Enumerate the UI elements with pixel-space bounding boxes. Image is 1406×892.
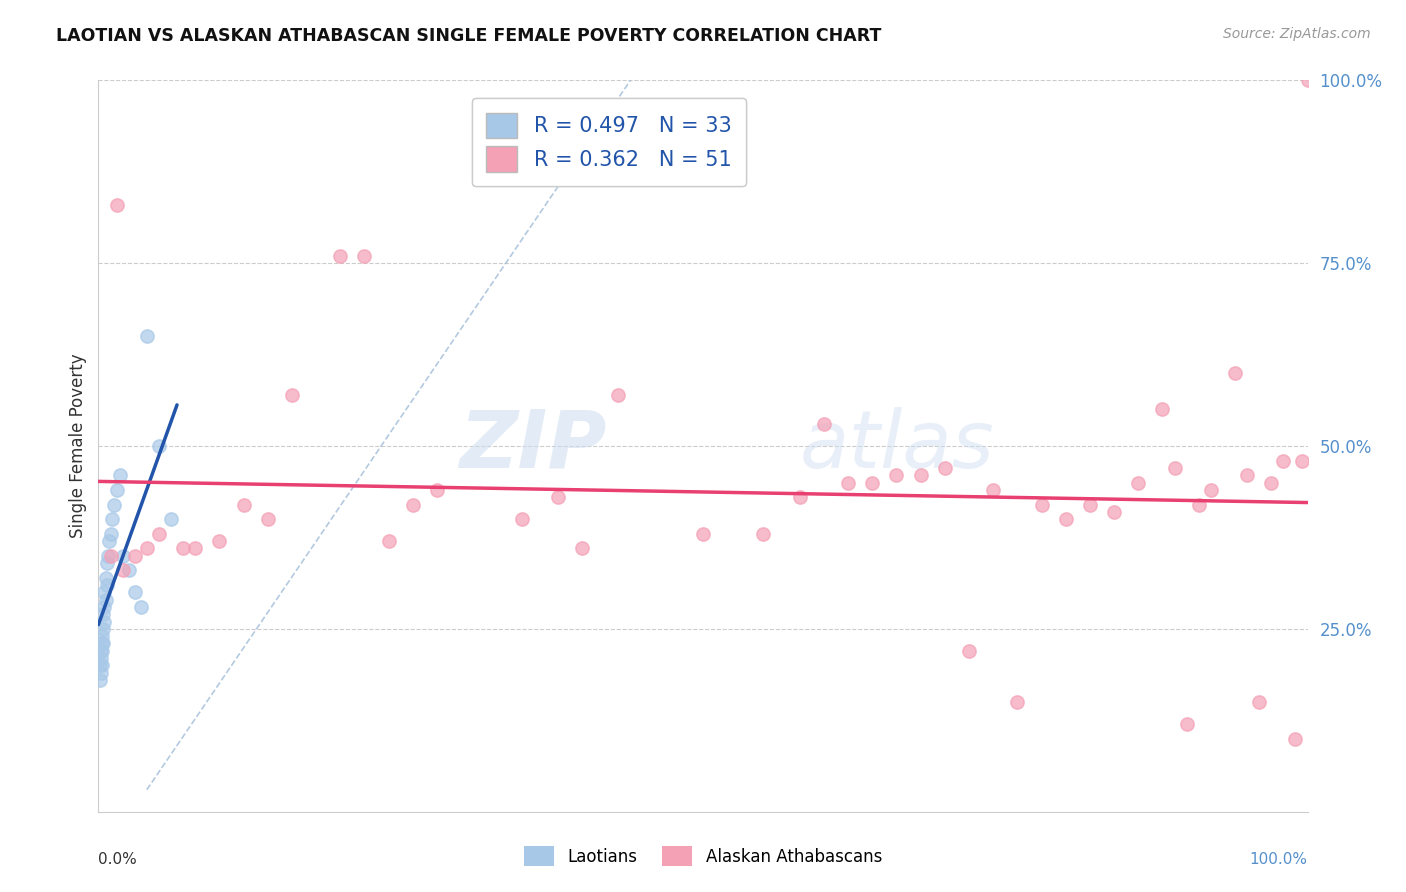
- Point: [1284, 731, 1306, 746]
- Point: [1152, 402, 1174, 417]
- Point: [402, 498, 425, 512]
- Point: [1128, 475, 1150, 490]
- Point: [93, 615, 115, 629]
- Point: [91, 629, 114, 643]
- Point: [108, 468, 131, 483]
- Point: [1236, 468, 1258, 483]
- Point: [1291, 453, 1313, 467]
- Point: [93, 599, 115, 614]
- Point: [281, 388, 304, 402]
- Point: [860, 475, 883, 490]
- Point: [607, 388, 630, 402]
- Point: [692, 526, 714, 541]
- Point: [426, 483, 449, 497]
- Y-axis label: Single Female Poverty: Single Female Poverty: [69, 354, 87, 538]
- Point: [100, 526, 122, 541]
- Point: [111, 549, 134, 563]
- Point: [1031, 498, 1053, 512]
- Point: [91, 622, 114, 636]
- Point: [571, 541, 593, 556]
- Point: [1188, 498, 1211, 512]
- Point: [886, 468, 908, 483]
- Legend: R = 0.497   N = 33, R = 0.362   N = 51: R = 0.497 N = 33, R = 0.362 N = 51: [471, 98, 747, 186]
- Point: [103, 498, 125, 512]
- Point: [1272, 453, 1295, 467]
- Point: [813, 417, 835, 431]
- Text: 0.0%: 0.0%: [98, 852, 138, 867]
- Point: [172, 541, 194, 556]
- Point: [91, 644, 114, 658]
- Point: [1175, 717, 1198, 731]
- Point: [256, 512, 278, 526]
- Text: 100.0%: 100.0%: [1250, 852, 1308, 867]
- Point: [1249, 695, 1271, 709]
- Point: [1163, 461, 1185, 475]
- Point: [135, 541, 157, 556]
- Point: [96, 578, 118, 592]
- Point: [89, 658, 111, 673]
- Point: [353, 249, 375, 263]
- Point: [377, 534, 399, 549]
- Point: [91, 636, 114, 650]
- Point: [135, 329, 157, 343]
- Point: [105, 197, 128, 211]
- Point: [1007, 695, 1029, 709]
- Point: [105, 483, 128, 497]
- Point: [124, 585, 146, 599]
- Text: atlas: atlas: [800, 407, 994, 485]
- Point: [94, 592, 117, 607]
- Point: [91, 658, 114, 673]
- Point: [94, 571, 117, 585]
- Point: [124, 549, 146, 563]
- Point: [90, 665, 112, 680]
- Text: Source: ZipAtlas.com: Source: ZipAtlas.com: [1223, 27, 1371, 41]
- Point: [934, 461, 956, 475]
- Text: ZIP: ZIP: [458, 407, 606, 485]
- Point: [1260, 475, 1282, 490]
- Point: [208, 534, 231, 549]
- Point: [90, 644, 112, 658]
- Point: [100, 512, 122, 526]
- Point: [837, 475, 859, 490]
- Point: [118, 563, 141, 577]
- Point: [148, 526, 170, 541]
- Point: [90, 651, 112, 665]
- Point: [111, 563, 134, 577]
- Point: [1054, 512, 1077, 526]
- Point: [232, 498, 254, 512]
- Legend: Laotians, Alaskan Athabascans: Laotians, Alaskan Athabascans: [516, 838, 890, 875]
- Point: [1102, 505, 1125, 519]
- Point: [510, 512, 533, 526]
- Point: [93, 585, 115, 599]
- Point: [129, 599, 152, 614]
- Point: [91, 607, 114, 622]
- Point: [100, 549, 122, 563]
- Point: [148, 439, 170, 453]
- Point: [91, 636, 114, 650]
- Point: [97, 549, 120, 563]
- Point: [547, 490, 569, 504]
- Point: [957, 644, 980, 658]
- Point: [96, 556, 118, 570]
- Point: [789, 490, 811, 504]
- Point: [1199, 483, 1222, 497]
- Point: [752, 526, 775, 541]
- Point: [1223, 366, 1246, 380]
- Point: [329, 249, 352, 263]
- Text: LAOTIAN VS ALASKAN ATHABASCAN SINGLE FEMALE POVERTY CORRELATION CHART: LAOTIAN VS ALASKAN ATHABASCAN SINGLE FEM…: [56, 27, 882, 45]
- Point: [89, 673, 111, 687]
- Point: [1296, 73, 1319, 87]
- Point: [1078, 498, 1101, 512]
- Point: [981, 483, 1004, 497]
- Point: [160, 512, 183, 526]
- Point: [184, 541, 207, 556]
- Point: [910, 468, 932, 483]
- Point: [98, 534, 121, 549]
